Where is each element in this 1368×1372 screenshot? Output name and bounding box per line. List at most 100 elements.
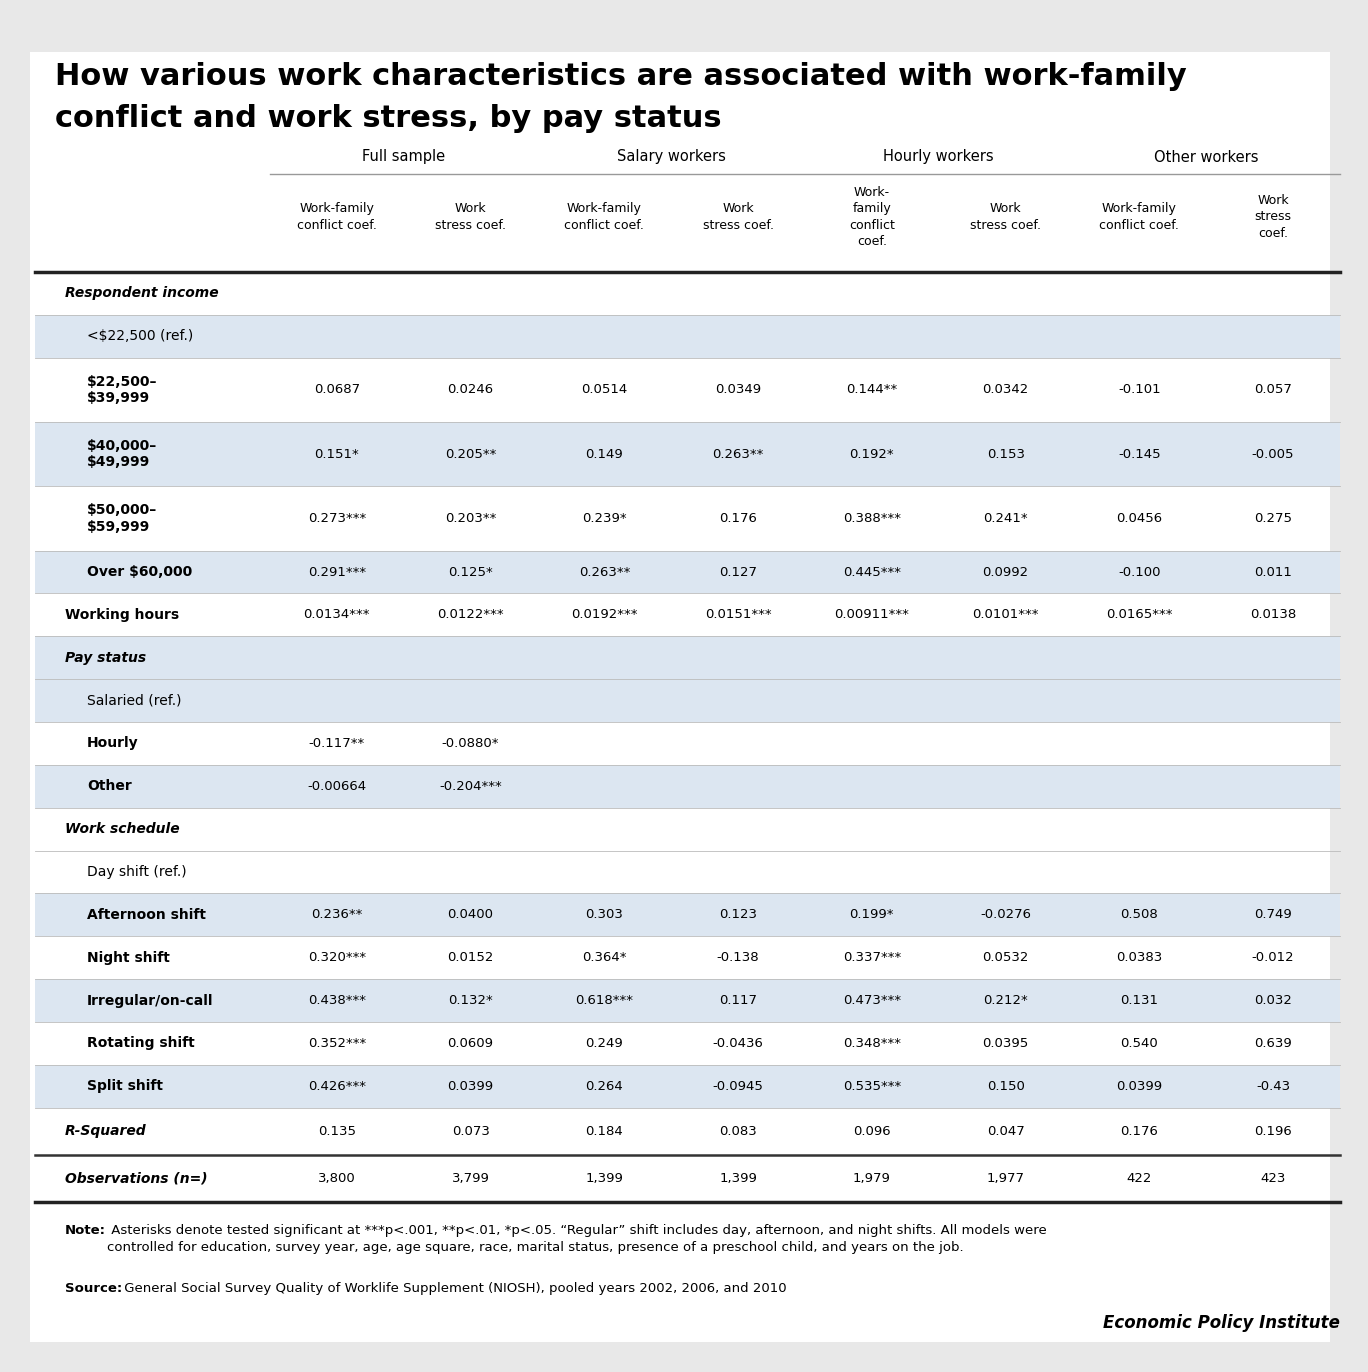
Text: -0.0880*: -0.0880* xyxy=(442,737,499,750)
Text: 0.047: 0.047 xyxy=(986,1125,1025,1137)
Text: 0.144**: 0.144** xyxy=(847,383,897,397)
Text: 0.239*: 0.239* xyxy=(581,512,627,525)
Text: Salaried (ref.): Salaried (ref.) xyxy=(88,694,182,708)
Text: Night shift: Night shift xyxy=(88,951,170,965)
Bar xyxy=(36,550,1341,594)
Text: Other workers: Other workers xyxy=(1155,150,1259,165)
Text: -0.00664: -0.00664 xyxy=(308,779,367,793)
Text: 0.0400: 0.0400 xyxy=(447,908,494,922)
Text: 0.073: 0.073 xyxy=(451,1125,490,1137)
Text: 0.149: 0.149 xyxy=(586,447,624,461)
Text: -0.43: -0.43 xyxy=(1256,1080,1290,1092)
Text: Other: Other xyxy=(88,779,131,793)
Text: -0.117**: -0.117** xyxy=(309,737,365,750)
Text: How various work characteristics are associated with work-family: How various work characteristics are ass… xyxy=(55,62,1187,91)
Text: 0.263**: 0.263** xyxy=(579,565,631,579)
Text: 0.135: 0.135 xyxy=(317,1125,356,1137)
Text: 0.0399: 0.0399 xyxy=(447,1080,494,1092)
Bar xyxy=(36,679,1341,722)
Text: 0.096: 0.096 xyxy=(854,1125,891,1137)
Text: 0.0138: 0.0138 xyxy=(1250,608,1297,622)
Text: 0.057: 0.057 xyxy=(1254,383,1291,397)
Text: 0.0134***: 0.0134*** xyxy=(304,608,371,622)
Text: Respondent income: Respondent income xyxy=(66,287,219,300)
Text: 0.445***: 0.445*** xyxy=(843,565,902,579)
Text: 0.0151***: 0.0151*** xyxy=(705,608,772,622)
Text: -0.204***: -0.204*** xyxy=(439,779,502,793)
Bar xyxy=(36,314,1341,358)
Text: 0.618***: 0.618*** xyxy=(576,995,633,1007)
Bar xyxy=(36,423,1341,486)
Text: Afternoon shift: Afternoon shift xyxy=(88,908,207,922)
Text: Work-family
conflict coef.: Work-family conflict coef. xyxy=(565,202,644,232)
Text: 0.0383: 0.0383 xyxy=(1116,951,1163,965)
Text: Salary workers: Salary workers xyxy=(617,150,725,165)
Text: 0.348***: 0.348*** xyxy=(843,1037,902,1050)
Text: -0.100: -0.100 xyxy=(1118,565,1160,579)
Text: Work-
family
conflict
coef.: Work- family conflict coef. xyxy=(850,185,895,248)
Text: Working hours: Working hours xyxy=(66,608,179,622)
Text: 0.0246: 0.0246 xyxy=(447,383,494,397)
Text: 0.196: 0.196 xyxy=(1254,1125,1291,1137)
Text: 0.131: 0.131 xyxy=(1120,995,1159,1007)
Text: 0.192*: 0.192* xyxy=(850,447,895,461)
Text: 0.123: 0.123 xyxy=(720,908,757,922)
Text: $40,000–
$49,999: $40,000– $49,999 xyxy=(88,439,157,469)
Text: 0.0532: 0.0532 xyxy=(982,951,1029,965)
Text: 0.0609: 0.0609 xyxy=(447,1037,494,1050)
Text: 0.125*: 0.125* xyxy=(449,565,492,579)
Text: 0.0349: 0.0349 xyxy=(715,383,761,397)
Text: 0.438***: 0.438*** xyxy=(308,995,365,1007)
Text: General Social Survey Quality of Worklife Supplement (NIOSH), pooled years 2002,: General Social Survey Quality of Worklif… xyxy=(120,1281,787,1295)
Text: 0.132*: 0.132* xyxy=(449,995,492,1007)
Text: 0.364*: 0.364* xyxy=(583,951,627,965)
Text: 0.249: 0.249 xyxy=(586,1037,624,1050)
Bar xyxy=(36,1065,1341,1107)
Text: -0.0436: -0.0436 xyxy=(713,1037,763,1050)
Text: 0.00911***: 0.00911*** xyxy=(834,608,910,622)
Text: Work schedule: Work schedule xyxy=(66,822,179,836)
Text: 0.153: 0.153 xyxy=(986,447,1025,461)
Text: 422: 422 xyxy=(1127,1172,1152,1185)
Text: 0.032: 0.032 xyxy=(1254,995,1291,1007)
Text: $22,500–
$39,999: $22,500– $39,999 xyxy=(88,375,157,405)
Text: 0.203**: 0.203** xyxy=(445,512,497,525)
Text: Work-family
conflict coef.: Work-family conflict coef. xyxy=(297,202,376,232)
Text: 0.212*: 0.212* xyxy=(984,995,1027,1007)
Text: Asterisks denote tested significant at ***p<.001, **p<.01, *p<.05. “Regular” shi: Asterisks denote tested significant at *… xyxy=(107,1224,1047,1254)
Text: 0.273***: 0.273*** xyxy=(308,512,367,525)
Text: Work-family
conflict coef.: Work-family conflict coef. xyxy=(1100,202,1179,232)
Text: Split shift: Split shift xyxy=(88,1080,163,1093)
Bar xyxy=(36,764,1341,808)
Text: 0.0122***: 0.0122*** xyxy=(438,608,503,622)
Text: Full sample: Full sample xyxy=(363,150,446,165)
Text: -0.0276: -0.0276 xyxy=(979,908,1031,922)
Text: Over $60,000: Over $60,000 xyxy=(88,565,193,579)
Text: Hourly: Hourly xyxy=(88,737,138,750)
Text: 0.176: 0.176 xyxy=(1120,1125,1159,1137)
Text: 0.127: 0.127 xyxy=(720,565,757,579)
Text: 0.352***: 0.352*** xyxy=(308,1037,367,1050)
Bar xyxy=(36,637,1341,679)
Text: 0.199*: 0.199* xyxy=(850,908,895,922)
Text: Work
stress coef.: Work stress coef. xyxy=(435,202,506,232)
Text: 1,399: 1,399 xyxy=(720,1172,757,1185)
Text: 3,799: 3,799 xyxy=(451,1172,490,1185)
Text: 0.0101***: 0.0101*** xyxy=(973,608,1038,622)
Text: 0.508: 0.508 xyxy=(1120,908,1159,922)
Text: 0.291***: 0.291*** xyxy=(308,565,365,579)
Text: -0.138: -0.138 xyxy=(717,951,759,965)
Text: 0.303: 0.303 xyxy=(586,908,624,922)
Text: Pay status: Pay status xyxy=(66,650,146,664)
Text: 0.473***: 0.473*** xyxy=(843,995,902,1007)
Text: -0.101: -0.101 xyxy=(1118,383,1160,397)
Text: 0.0456: 0.0456 xyxy=(1116,512,1163,525)
Text: 0.176: 0.176 xyxy=(720,512,757,525)
Text: 0.205**: 0.205** xyxy=(445,447,497,461)
Text: 0.241*: 0.241* xyxy=(984,512,1027,525)
Text: Rotating shift: Rotating shift xyxy=(88,1036,194,1051)
Text: 0.0342: 0.0342 xyxy=(982,383,1029,397)
Text: Work
stress coef.: Work stress coef. xyxy=(703,202,774,232)
Text: 0.639: 0.639 xyxy=(1254,1037,1291,1050)
Text: Work
stress coef.: Work stress coef. xyxy=(970,202,1041,232)
